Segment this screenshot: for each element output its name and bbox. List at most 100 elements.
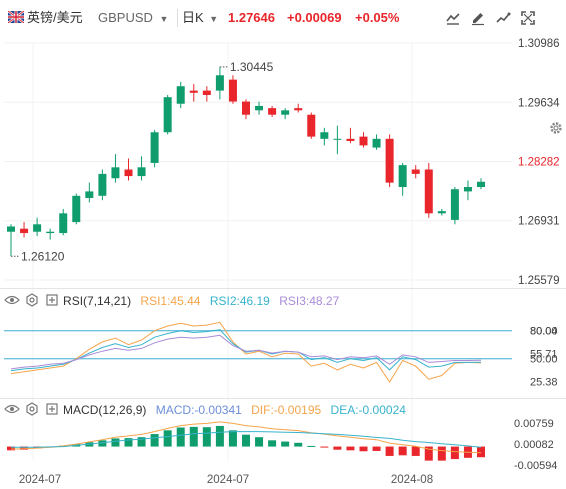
macd-tick-label: 0.00082 bbox=[514, 439, 554, 451]
macd-histogram-bar bbox=[59, 445, 68, 447]
fullscreen-button[interactable] bbox=[517, 8, 539, 28]
dif-value: DIF:-0.00195 bbox=[251, 403, 322, 417]
rsi-title: RSI(7,14,21) bbox=[63, 294, 132, 308]
candle-body bbox=[281, 110, 290, 115]
macd-histogram-bar bbox=[450, 446, 459, 460]
rsi-legend-row: RSI(7,14,21) RSI1:45.44 RSI2:46.19 RSI3:… bbox=[4, 293, 340, 308]
macd-histogram-bar bbox=[281, 441, 290, 447]
settings-icon[interactable] bbox=[25, 402, 39, 416]
candle-body bbox=[437, 211, 446, 214]
date-tick-label: 2024-08 bbox=[391, 474, 433, 486]
candle-body bbox=[411, 169, 420, 174]
candle-body bbox=[228, 79, 237, 102]
macd-histogram-bar bbox=[463, 446, 472, 458]
rsi-line bbox=[10, 321, 482, 383]
pen-icon bbox=[472, 13, 484, 26]
high-price-label: 1.30445 bbox=[230, 60, 274, 74]
candle-body bbox=[46, 231, 55, 234]
rsi-tick-label: 55.71 bbox=[530, 348, 558, 360]
uk-flag-icon bbox=[8, 11, 24, 23]
gear-icon bbox=[550, 122, 562, 134]
macd-histogram-bar bbox=[294, 442, 303, 447]
rsi1-value: RSI1:45.44 bbox=[140, 294, 201, 308]
candle-body bbox=[463, 187, 472, 192]
macd-histogram-bar bbox=[437, 446, 446, 461]
date-tick-label: 2024-07 bbox=[19, 474, 61, 486]
candle-body bbox=[294, 108, 303, 111]
macd-histogram-bar bbox=[411, 446, 420, 456]
ticker-selector[interactable]: GBPUSD ▼ bbox=[98, 9, 168, 28]
candle-body bbox=[333, 138, 342, 140]
chart-type-button[interactable] bbox=[442, 8, 464, 28]
macd-histogram-bar bbox=[7, 446, 15, 451]
macd-histogram-bar bbox=[424, 446, 433, 461]
candle-body bbox=[215, 75, 224, 91]
macd-histogram-bar bbox=[359, 446, 368, 452]
indicator-icon bbox=[496, 12, 511, 23]
rsi-tick-label: 50.00 bbox=[530, 354, 558, 366]
macd-histogram-bar bbox=[163, 430, 172, 447]
candle-body bbox=[85, 191, 94, 198]
macd-histogram-bar bbox=[255, 437, 264, 447]
candle-body bbox=[346, 138, 355, 142]
rsi3-value: RSI3:48.27 bbox=[279, 294, 340, 308]
price-axis: 1.30986 1.29634 1.28282 1.26931 1.25579 bbox=[518, 38, 560, 287]
timeframe-selector[interactable]: 日K ▼ bbox=[182, 9, 218, 28]
candle-body bbox=[320, 132, 329, 139]
timeframe-label: 日K bbox=[182, 10, 204, 25]
rsi-tick-label: 25.38 bbox=[530, 377, 558, 389]
expand-icon[interactable] bbox=[46, 294, 58, 306]
candle-body bbox=[137, 167, 146, 177]
symbol-name: 英镑/美元 bbox=[27, 10, 83, 25]
expand-icon[interactable] bbox=[46, 403, 58, 415]
candle-body bbox=[163, 97, 172, 133]
rsi-header: RSI(7,14,21) RSI1:45.44 RSI2:46.19 RSI3:… bbox=[4, 293, 339, 309]
macd-histogram-bar bbox=[477, 446, 485, 458]
candle-body bbox=[20, 228, 29, 234]
low-price-label: 1.26120 bbox=[21, 249, 65, 263]
candle-body bbox=[385, 138, 394, 183]
macd-histogram-bar bbox=[346, 446, 355, 451]
price-tick-label: 1.25579 bbox=[518, 275, 560, 287]
price-tick-label: 1.28282 bbox=[518, 157, 560, 169]
candle-body bbox=[398, 165, 407, 188]
macd-histogram-bar bbox=[333, 446, 342, 450]
candle-body bbox=[59, 213, 68, 234]
macd-histogram-bar bbox=[307, 445, 316, 447]
side-settings-button[interactable] bbox=[548, 120, 566, 140]
candle-body bbox=[72, 195, 81, 223]
eye-icon[interactable] bbox=[4, 294, 20, 306]
macd-value: MACD:-0.00341 bbox=[155, 403, 242, 417]
candle-body bbox=[33, 224, 42, 232]
date-axis: 2024-07 2024-07 2024-08 bbox=[19, 474, 433, 486]
price-tick-label: 1.26931 bbox=[518, 216, 560, 228]
macd-tick-label: 0.00759 bbox=[514, 418, 554, 430]
rsi-tick-label: 80.00 bbox=[530, 326, 558, 338]
settings-icon[interactable] bbox=[25, 293, 39, 307]
candle-body bbox=[98, 173, 107, 196]
rsi-tick-label: 80.04 bbox=[530, 326, 558, 338]
eye-icon[interactable] bbox=[4, 403, 20, 415]
candle-body bbox=[255, 105, 264, 111]
macd-histogram-bar bbox=[176, 427, 185, 447]
macd-histogram-bar bbox=[150, 434, 159, 447]
indicator-button[interactable] bbox=[492, 8, 514, 28]
candlestick-series bbox=[7, 66, 485, 257]
line-chart-icon bbox=[446, 13, 460, 25]
macd-histogram-bar bbox=[124, 438, 133, 447]
draw-tool-button[interactable] bbox=[467, 8, 489, 28]
candle-body bbox=[176, 86, 185, 104]
chevron-down-icon: ▼ bbox=[209, 14, 219, 24]
price-change: +0.00069 bbox=[287, 10, 342, 25]
macd-line bbox=[11, 431, 482, 448]
macd-histogram-bar bbox=[215, 425, 224, 447]
candle-body bbox=[7, 226, 15, 232]
candle-body bbox=[359, 136, 368, 146]
macd-histogram-bar bbox=[385, 446, 394, 456]
chevron-down-icon: ▼ bbox=[159, 14, 169, 24]
rsi-series bbox=[4, 321, 512, 383]
candle-body bbox=[189, 90, 198, 93]
macd-histogram-bar bbox=[72, 444, 81, 447]
macd-histogram-bar bbox=[85, 442, 94, 447]
macd-histogram-bar bbox=[372, 446, 381, 451]
